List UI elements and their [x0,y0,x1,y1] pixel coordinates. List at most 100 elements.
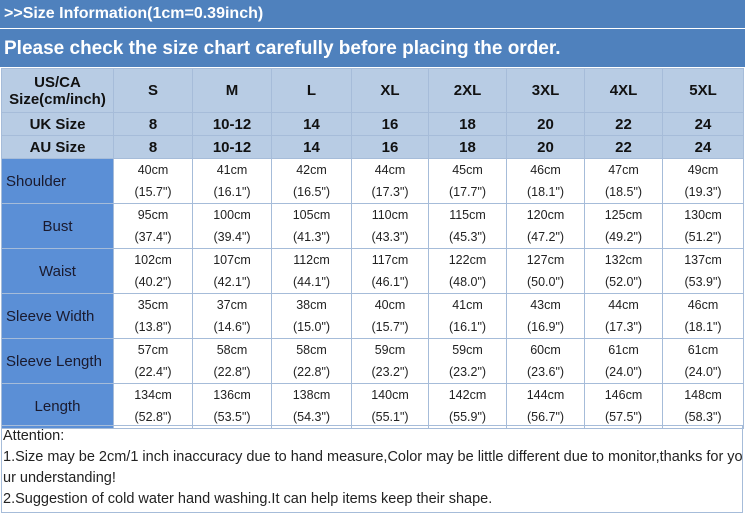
measure-cell: 132cm (52.0") [584,248,663,294]
measure-cell: 47cm (18.5") [584,158,663,204]
size-header: M [192,68,272,113]
measure-cell: 115cm (45.3") [428,203,507,249]
measure-cell: 107cm (42.1") [192,248,272,294]
inch-value: (15.7") [134,185,172,199]
measure-row: Waist 102cm (40.2") 107cm (42.1") 112cm (44.1"… [1,248,744,294]
cm-value: 44cm [608,298,639,312]
measure-label: Length [1,383,114,429]
inch-value: (58.3") [684,410,722,424]
cm-value: 58cm [296,343,327,357]
measure-cell: 40cm (15.7") [351,293,429,339]
inch-value: (55.1") [371,410,409,424]
cm-value: 100cm [213,208,251,222]
inch-value: (39.4") [213,230,251,244]
cm-value: 37cm [216,298,248,312]
cm-value: 102cm [134,253,172,267]
size-header: 2XL [428,68,507,113]
cm-value: 142cm [448,388,487,402]
inch-value: (23.2") [448,365,487,379]
inch-value: (23.6") [526,365,565,379]
size-table: US/CA Size(cm/inch) S M L XL 2XL 3XL 4XL 5XL UK Si… [1,68,744,429]
inch-value: (15.7") [371,320,409,334]
cm-value: 138cm [292,388,331,402]
inch-value: (15.0") [292,320,331,334]
measure-cell: 46cm (18.1") [662,293,744,339]
inch-value: (48.0") [448,275,487,289]
measure-cell: 110cm (43.3") [351,203,429,249]
cm-value: 140cm [371,388,409,402]
uk-label: UK Size [1,112,114,136]
measure-cell: 46cm (18.1") [506,158,585,204]
cm-value: 95cm [137,208,169,222]
corner-line: Size(cm/inch) [9,90,106,108]
measure-cell: 40cm (15.7") [113,158,193,204]
inch-value: (53.9") [684,275,722,289]
inch-value: (16.9") [526,320,565,334]
measure-cell: 148cm (58.3") [662,383,744,429]
size-header: 3XL [506,68,585,113]
size-header: S [113,68,193,113]
inch-value: (44.1") [292,275,331,289]
attention-title: Attention: [3,428,65,444]
cm-value: 112cm [293,253,330,267]
attention-line: 2.Suggestion of cold water hand washing.… [3,491,493,507]
measure-label: Sleeve Length [1,338,114,384]
measure-cell: 122cm (48.0") [428,248,507,294]
cm-value: 127cm [526,253,565,267]
cm-value: 61cm [608,343,639,357]
measure-cell: 105cm (41.3") [271,203,352,249]
inch-value: (23.2") [371,365,409,379]
inch-value: (49.2") [604,230,643,244]
inch-value: (18.5") [604,185,643,199]
cm-value: 125cm [604,208,643,222]
au-value: 18 [428,135,507,159]
measure-cell: 136cm (53.5") [192,383,272,429]
measure-cell: 44cm (17.3") [351,158,429,204]
inch-value: (42.1") [213,275,251,289]
cm-value: 47cm [608,163,639,177]
size-header: 5XL [662,68,744,113]
measure-row: Bust 95cm (37.4") 100cm (39.4") 105cm (41.3") 1… [1,203,744,249]
cm-value: 120cm [526,208,565,222]
measure-cell: 57cm (22.4") [113,338,193,384]
cm-value: 46cm [687,298,719,312]
measure-cell: 59cm (23.2") [428,338,507,384]
uk-value: 20 [506,112,585,136]
measure-cell: 61cm (24.0") [662,338,744,384]
cm-value: 137cm [684,253,722,267]
cm-value: 130cm [684,208,722,222]
inch-value: (24.0") [604,365,643,379]
measure-cell: 58cm (22.8") [271,338,352,384]
cm-value: 117cm [371,253,409,267]
size-header: L [271,68,352,113]
measure-cell: 137cm (53.9") [662,248,744,294]
attention-box [1,425,743,513]
inch-value: (43.3") [371,230,409,244]
measure-cell: 134cm (52.8") [113,383,193,429]
measure-cell: 42cm (16.5") [271,158,352,204]
measure-label: Waist [1,248,114,294]
measure-cell: 41cm (16.1") [192,158,272,204]
inch-value: (52.0") [604,275,643,289]
measure-cell: 35cm (13.8") [113,293,193,339]
measure-cell: 38cm (15.0") [271,293,352,339]
inch-value: (19.3") [684,185,722,199]
inch-value: (47.2") [526,230,565,244]
inch-value: (45.3") [448,230,487,244]
uk-value: 24 [662,112,744,136]
inch-value: (56.7") [526,410,565,424]
measure-cell: 58cm (22.8") [192,338,272,384]
cm-value: 148cm [684,388,722,402]
measure-cell: 45cm (17.7") [428,158,507,204]
cm-value: 40cm [374,298,406,312]
cm-value: 41cm [216,163,248,177]
cm-value: 60cm [530,343,561,357]
cm-value: 115cm [449,208,486,222]
inch-value: (37.4") [134,230,172,244]
measure-cell: 117cm (46.1") [351,248,429,294]
inch-value: (55.9") [448,410,487,424]
cm-value: 43cm [530,298,561,312]
cm-value: 58cm [216,343,248,357]
cm-value: 44cm [374,163,406,177]
